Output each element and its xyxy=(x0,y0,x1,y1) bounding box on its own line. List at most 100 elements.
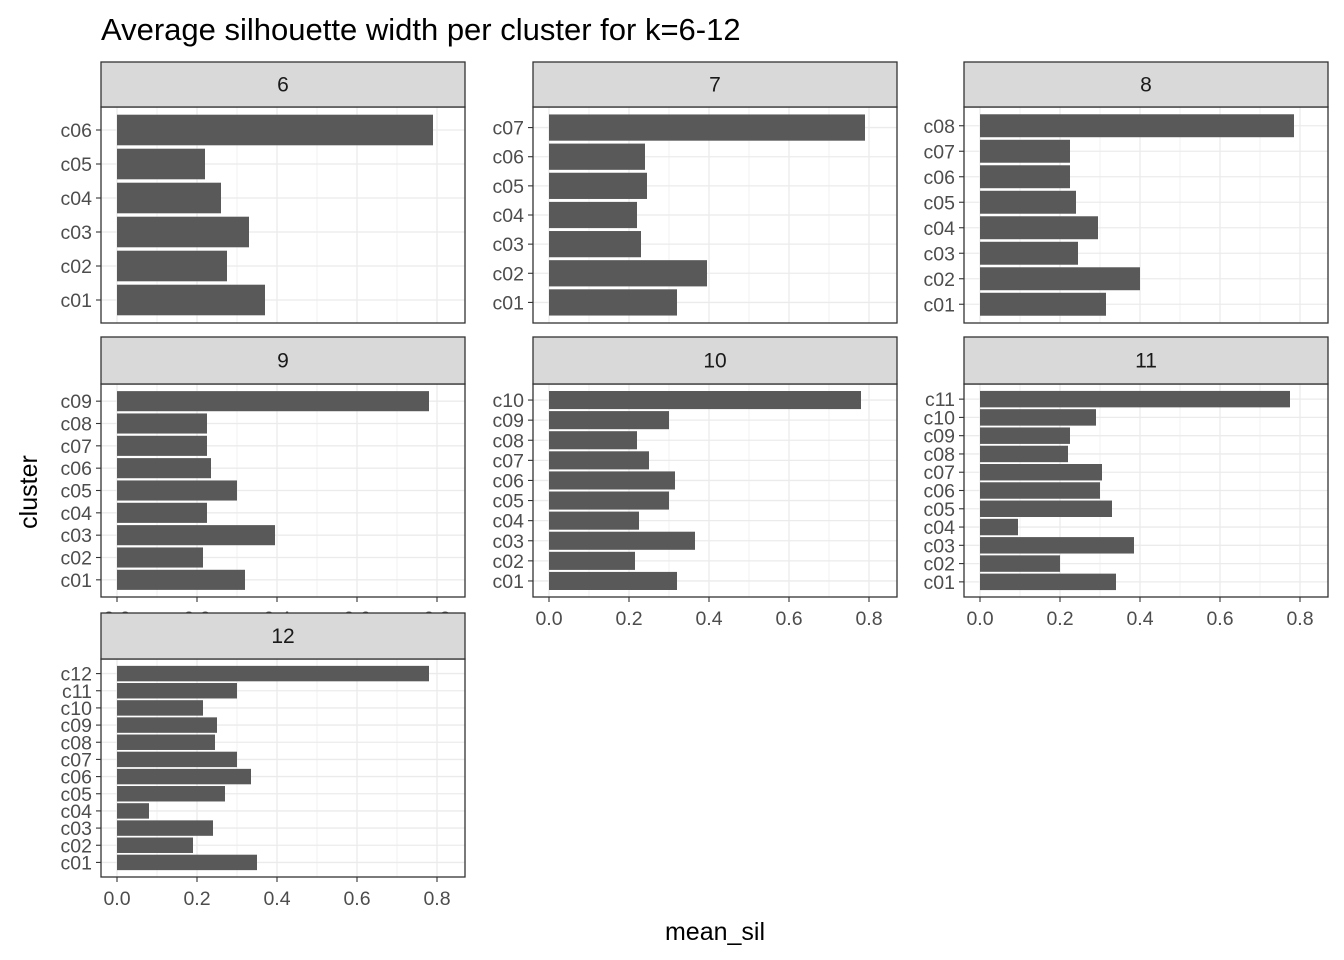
bar-11-c05 xyxy=(980,500,1112,517)
bar-11-c09 xyxy=(980,427,1070,444)
bar-7-c02 xyxy=(549,260,707,287)
bar-11-c10 xyxy=(980,409,1096,426)
y-tick-label: c10 xyxy=(493,390,525,412)
y-tick-label: c02 xyxy=(924,554,955,576)
strip-background xyxy=(532,336,898,385)
x-axis-title: mean_sil xyxy=(665,918,765,946)
y-tick-label: c05 xyxy=(493,176,525,198)
y-tick-label: c07 xyxy=(924,141,955,163)
strip-background xyxy=(963,336,1329,385)
y-tick-label: c05 xyxy=(924,192,956,214)
y-tick-label: c04 xyxy=(924,218,956,240)
y-tick-label: c04 xyxy=(61,801,93,823)
bar-7-c06 xyxy=(549,143,645,170)
y-tick-label: c03 xyxy=(493,234,524,256)
bar-6-c02 xyxy=(117,250,227,282)
bar-7-c05 xyxy=(549,172,647,199)
bar-9-c09 xyxy=(117,391,429,412)
y-tick-label: c01 xyxy=(493,292,524,314)
bar-10-c06 xyxy=(549,471,675,490)
y-tick-label: c05 xyxy=(61,481,93,503)
y-tick-label: c04 xyxy=(493,511,525,533)
bar-10-c05 xyxy=(549,491,669,510)
bar-10-c03 xyxy=(549,531,695,550)
bar-7-c07 xyxy=(549,114,865,141)
y-tick-label: c03 xyxy=(924,535,955,557)
strip-label: 11 xyxy=(1135,350,1157,373)
bar-8-c05 xyxy=(980,190,1076,214)
y-tick-label: c03 xyxy=(924,243,955,265)
y-tick-label: c08 xyxy=(61,414,92,436)
bar-12-c11 xyxy=(117,683,237,699)
y-tick-label: c01 xyxy=(924,294,955,316)
y-tick-label: c09 xyxy=(493,410,524,432)
bar-11-c01 xyxy=(980,573,1116,591)
bar-9-c02 xyxy=(117,547,203,568)
y-tick-label: c06 xyxy=(924,167,955,189)
bar-7-c01 xyxy=(549,289,677,316)
y-tick-label: c08 xyxy=(924,444,955,466)
y-tick-label: c02 xyxy=(493,263,524,285)
bar-8-c02 xyxy=(980,267,1140,291)
y-tick-label: c09 xyxy=(61,715,92,737)
y-tick-label: c08 xyxy=(924,116,955,138)
bar-12-c09 xyxy=(117,717,217,733)
y-tick-label: c05 xyxy=(61,784,93,806)
y-tick-label: c01 xyxy=(61,290,92,312)
bar-11-c08 xyxy=(980,445,1068,463)
bar-10-c09 xyxy=(549,411,669,430)
y-tick-label: c06 xyxy=(61,458,92,480)
bar-10-c10 xyxy=(549,391,861,410)
facet-panel-8: 8 c01 c02 c03 c04 c05 c06 c07 c08 xyxy=(924,61,1329,324)
x-tick-label: 0.4 xyxy=(695,608,722,630)
bar-8-c06 xyxy=(980,165,1070,189)
bar-12-c07 xyxy=(117,751,237,768)
bar-11-c04 xyxy=(980,518,1018,536)
y-tick-label: c09 xyxy=(924,426,955,448)
bar-10-c01 xyxy=(549,571,677,590)
y-tick-label: c02 xyxy=(61,256,92,278)
y-tick-label: c02 xyxy=(924,269,955,291)
bar-6-c03 xyxy=(117,216,249,248)
strip-label: 8 xyxy=(1140,74,1152,97)
bar-6-c04 xyxy=(117,182,221,214)
bar-9-c04 xyxy=(117,502,207,523)
bar-9-c03 xyxy=(117,525,275,546)
strip-label: 7 xyxy=(709,74,721,97)
y-tick-label: c02 xyxy=(493,551,524,573)
y-tick-label: c06 xyxy=(924,481,955,503)
x-tick-label: 0.8 xyxy=(423,888,450,910)
y-tick-label: c11 xyxy=(62,681,92,703)
bar-12-c02 xyxy=(117,837,193,853)
y-tick-label: c07 xyxy=(61,749,92,771)
bar-8-c07 xyxy=(980,139,1070,163)
y-tick-label: c07 xyxy=(61,436,92,458)
x-tick-label: 0.6 xyxy=(775,608,802,630)
strip-background xyxy=(100,612,466,660)
x-tick-label: 0.6 xyxy=(1206,608,1233,630)
bar-10-c08 xyxy=(549,431,637,450)
y-tick-label: c06 xyxy=(493,147,524,169)
x-tick-label: 0.0 xyxy=(103,888,130,910)
bar-9-c01 xyxy=(117,569,245,590)
y-tick-label: c08 xyxy=(61,732,92,754)
facet-panel-6: 6 c01 c02 c03 c04 c05 c06 xyxy=(61,61,466,324)
bar-7-c04 xyxy=(549,201,637,229)
y-tick-label: c08 xyxy=(493,430,524,452)
facet-panel-9: 9c01c02c03c04c05c06c07c08c090.00.20.40.6… xyxy=(61,336,466,630)
bar-8-c01 xyxy=(980,292,1106,316)
y-tick-label: c03 xyxy=(493,531,524,553)
bar-6-c01 xyxy=(117,284,265,316)
chart-title: Average silhouette width per cluster for… xyxy=(101,12,741,47)
bar-12-c05 xyxy=(117,786,225,802)
bar-6-c05 xyxy=(117,148,205,180)
bar-8-c03 xyxy=(980,241,1078,265)
y-tick-label: c01 xyxy=(61,570,92,592)
y-tick-label: c03 xyxy=(61,525,92,547)
bar-12-c10 xyxy=(117,700,203,716)
bar-12-c04 xyxy=(117,803,149,819)
y-tick-label: c07 xyxy=(493,450,524,472)
x-tick-label: 0.2 xyxy=(183,888,210,910)
